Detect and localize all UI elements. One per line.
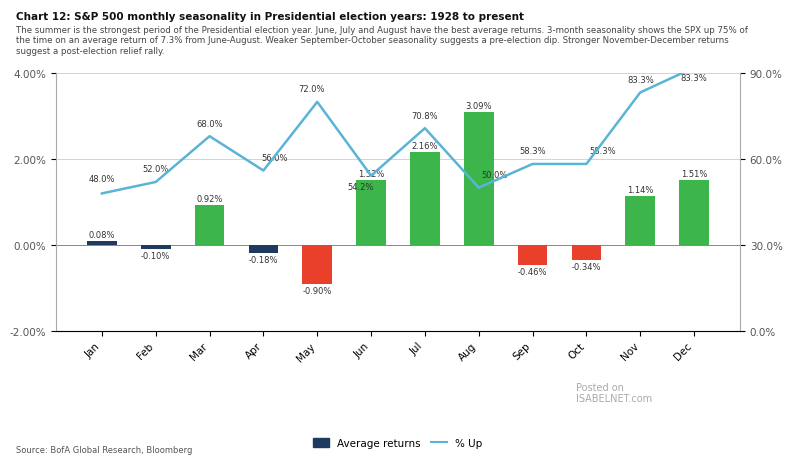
Text: 70.8%: 70.8% (412, 112, 438, 120)
Legend: Average returns, % Up: Average returns, % Up (310, 434, 486, 452)
Text: 1.51%: 1.51% (681, 169, 707, 179)
Text: 1.52%: 1.52% (358, 169, 384, 178)
Text: -0.46%: -0.46% (518, 267, 547, 276)
Text: 83.3%: 83.3% (627, 75, 654, 85)
Text: 68.0%: 68.0% (196, 119, 223, 128)
Text: -0.10%: -0.10% (141, 252, 170, 261)
Text: 72.0%: 72.0% (298, 85, 325, 94)
Text: suggest a post-election relief rally.: suggest a post-election relief rally. (16, 47, 165, 56)
Bar (302, 245, 332, 284)
Text: Posted on
ISABELNET.com: Posted on ISABELNET.com (576, 382, 652, 404)
Text: the time on an average return of 7.3% from June-August. Weaker September-October: the time on an average return of 7.3% fr… (16, 36, 729, 45)
Bar (626, 197, 655, 245)
Text: Chart 12: S&P 500 monthly seasonality in Presidential election years: 1928 to pr: Chart 12: S&P 500 monthly seasonality in… (16, 12, 524, 22)
Text: -0.90%: -0.90% (302, 286, 332, 295)
Text: 52.0%: 52.0% (142, 165, 169, 174)
Text: 1.14%: 1.14% (627, 186, 654, 194)
Bar (87, 242, 117, 245)
Text: 54.2%: 54.2% (347, 183, 374, 192)
Bar (141, 245, 170, 250)
Text: 48.0%: 48.0% (89, 175, 115, 184)
Text: 2.16%: 2.16% (412, 142, 438, 151)
Bar (249, 245, 278, 253)
Bar (679, 181, 709, 245)
Bar (356, 180, 386, 245)
Text: 3.09%: 3.09% (466, 102, 492, 111)
Text: -0.34%: -0.34% (572, 262, 601, 271)
Bar (518, 245, 547, 265)
Text: 0.08%: 0.08% (89, 231, 115, 240)
Text: 58.3%: 58.3% (519, 147, 546, 156)
Bar (194, 206, 224, 245)
Text: 83.3%: 83.3% (681, 74, 707, 82)
Text: 50.0%: 50.0% (482, 171, 508, 180)
Text: -0.18%: -0.18% (249, 255, 278, 264)
Bar (572, 245, 602, 260)
Bar (464, 113, 494, 245)
Text: 0.92%: 0.92% (196, 195, 222, 204)
Text: Source: BofA Global Research, Bloomberg: Source: BofA Global Research, Bloomberg (16, 445, 192, 454)
Text: 58.3%: 58.3% (590, 147, 616, 156)
Bar (410, 153, 440, 245)
Text: 56.0%: 56.0% (261, 154, 287, 163)
Text: The summer is the strongest period of the Presidential election year. June, July: The summer is the strongest period of th… (16, 25, 748, 34)
